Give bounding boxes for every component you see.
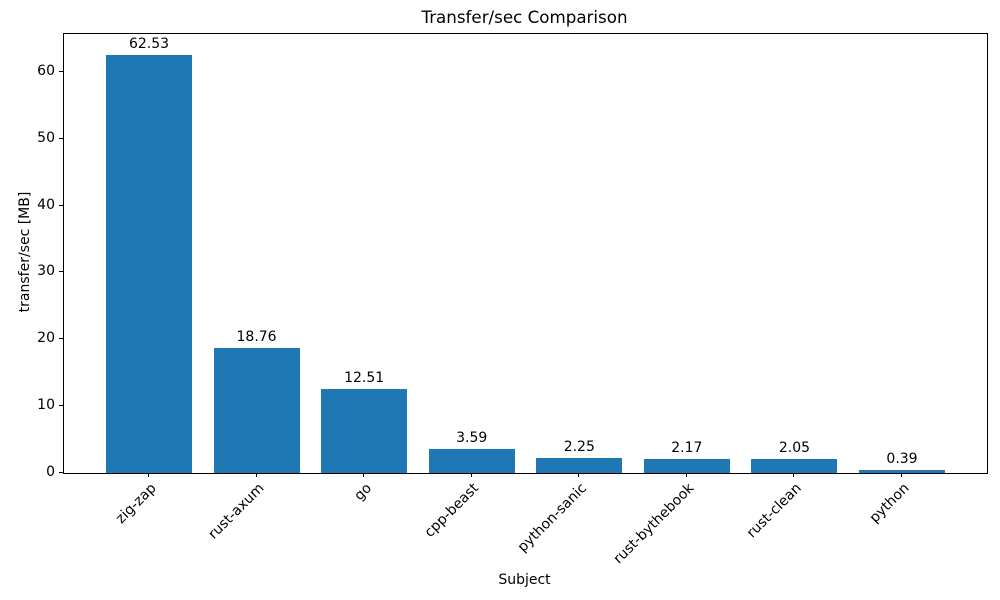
- x-tick: [147, 473, 149, 477]
- x-tick: [470, 473, 472, 477]
- y-tick-label: 10: [37, 397, 55, 414]
- chart-title: Transfer/sec Comparison: [421, 7, 628, 27]
- bar-value-label: 2.05: [778, 440, 811, 457]
- x-tick: [793, 473, 795, 477]
- x-axis-title: Subject: [498, 572, 551, 588]
- y-tick-label: 20: [37, 330, 55, 347]
- bar-value-label: 2.25: [563, 438, 595, 455]
- bar-value-label: 12.51: [344, 370, 385, 387]
- y-tick: [59, 70, 63, 72]
- bar-value-label: 2.17: [671, 439, 703, 456]
- x-tick: [363, 473, 365, 477]
- x-tick: [578, 473, 580, 477]
- y-tick: [59, 137, 63, 139]
- bar-value-label: 62.53: [128, 35, 170, 52]
- x-tick: [901, 473, 902, 477]
- x-tick-label: rust-clean: [744, 480, 806, 542]
- x-tick: [685, 473, 687, 477]
- bar-value-label: 0.39: [886, 451, 918, 468]
- x-tick-label: python: [866, 480, 913, 527]
- plot-area: 62.53 18.76 12.51 3.59 2.25 2.17 2.05 0.39: [63, 33, 988, 474]
- y-tick-label: 0: [46, 464, 55, 480]
- y-tick: [59, 405, 63, 407]
- x-tick-label: rust-bythebook: [610, 480, 698, 568]
- x-tick-label: go: [351, 480, 375, 504]
- y-tick: [59, 271, 63, 273]
- bar-python: [858, 470, 946, 473]
- y-tick-label: 30: [37, 263, 55, 280]
- bar-go: [321, 389, 408, 473]
- bar-rust-axum: [213, 347, 300, 473]
- x-tick: [255, 473, 257, 477]
- y-tick-label: 50: [37, 129, 55, 146]
- bar-rust-clean: [751, 459, 838, 473]
- y-axis-title-text: transfer/sec [MB]: [17, 191, 33, 313]
- bar-zig-zap: [105, 54, 192, 473]
- bar-value-label: 3.59: [456, 430, 488, 446]
- x-tick-label: cpp-beast: [421, 480, 483, 541]
- x-tick-label: zig-zap: [112, 480, 160, 527]
- x-tick-label: rust-axum: [205, 480, 268, 543]
- y-tick: [59, 472, 63, 473]
- y-tick: [59, 338, 63, 340]
- bar-rust-bythebook: [643, 458, 730, 473]
- bar-python-sanic: [536, 457, 623, 473]
- bar-value-label: 18.76: [236, 328, 277, 345]
- y-tick-label: 60: [37, 62, 55, 79]
- y-tick: [59, 204, 63, 206]
- bar-cpp-beast: [428, 449, 515, 473]
- x-tick-label: python-sanic: [514, 480, 590, 556]
- y-tick-label: 40: [37, 196, 55, 213]
